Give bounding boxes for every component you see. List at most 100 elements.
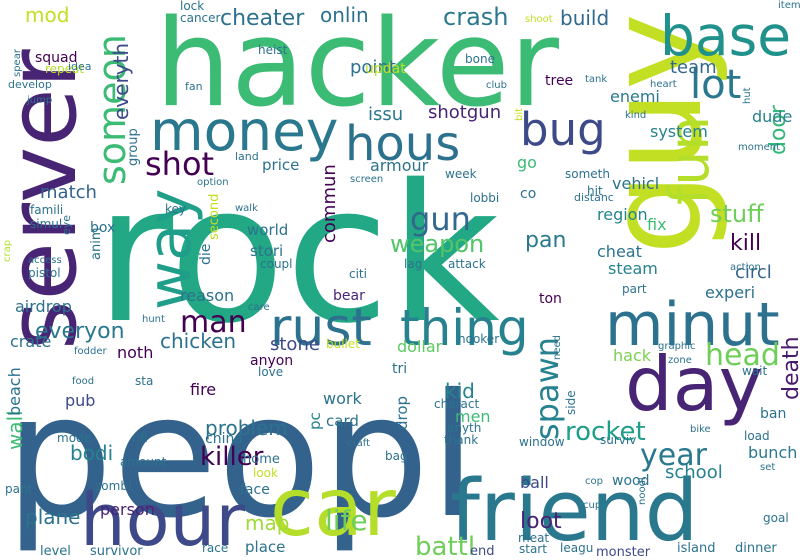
word-rock: rock (95, 144, 500, 365)
word-chicken: chicken (160, 329, 236, 353)
word-part: part (622, 282, 647, 296)
word-beach: beach (5, 367, 24, 416)
word-head: head (705, 338, 780, 373)
word-cup: cup (583, 500, 601, 511)
word-charact: charact (434, 397, 479, 411)
word-loot: loot (520, 509, 562, 534)
word-wall: wall (3, 410, 27, 450)
word-amount: amount (120, 455, 167, 469)
word-plane: plane (25, 505, 81, 529)
word-enemi: enemi (610, 87, 660, 106)
word-die: die (198, 244, 214, 265)
word-window: window (519, 435, 565, 449)
word-screen: screen (350, 174, 383, 185)
word-pub: pub (65, 391, 95, 410)
word-mod: mod (25, 3, 69, 27)
word-someon: someon (90, 34, 134, 185)
word-cancer: cancer (180, 11, 221, 25)
word-ball: ball (520, 473, 549, 492)
word-moment: moment (738, 142, 780, 153)
word-place: place (245, 538, 285, 556)
word-year: year (640, 438, 708, 473)
word-jump: jump (26, 95, 52, 106)
word-idea: idea (68, 60, 92, 73)
word-dinner: dinner (735, 541, 777, 556)
word-drop: drop (393, 396, 411, 430)
word-walk: walk (235, 203, 258, 214)
word-bodi: bodi (70, 441, 113, 465)
word-money: money (150, 99, 338, 163)
word-second: second (207, 194, 222, 240)
word-side: side (564, 390, 578, 415)
word-race: race (202, 541, 228, 555)
word-heart: heart (650, 79, 677, 90)
word-love: love (258, 365, 283, 379)
word-lock: lock (180, 0, 204, 13)
word-distanc: distanc (574, 191, 614, 204)
word-heist: heist (258, 43, 288, 57)
word-man: man (180, 305, 247, 340)
word-crate: crate (10, 332, 51, 351)
word-craft: craft (347, 438, 370, 449)
word-hut: hut (742, 87, 753, 104)
word-work: work (323, 389, 362, 408)
word-car: car (270, 461, 396, 554)
word-kind: kind (625, 110, 646, 121)
word-citi: citi (349, 267, 367, 281)
word-load: load (744, 429, 770, 443)
word-leagu: leagu (560, 541, 593, 555)
word-shoot: shoot (525, 14, 553, 25)
word-level: level (40, 544, 71, 559)
word-look: look (253, 466, 278, 480)
word-onlin: onlin (320, 3, 369, 27)
word-spear: spear (12, 48, 23, 77)
word-sta: sta (135, 374, 153, 388)
word-eye: eye (60, 215, 73, 235)
word-graphic: graphic (658, 341, 696, 352)
word-zombi: zombi (95, 479, 131, 493)
word-gun: gun (410, 200, 471, 238)
word-shot: shot (145, 145, 214, 183)
word-airdrop: airdrop (15, 297, 72, 316)
word-stuff: stuff (710, 200, 764, 228)
word-fodder: fodder (74, 346, 107, 357)
word-thing: thing (400, 299, 529, 357)
word-rifl: rifl (132, 431, 148, 445)
word-cop: cop (585, 476, 603, 487)
word-attack: attack (448, 257, 486, 271)
word-tri: tri (392, 361, 407, 377)
word-hack: hack (613, 346, 652, 365)
word-coupl: coupl (260, 257, 293, 271)
word-someth: someth (565, 167, 610, 181)
word-need: need (552, 335, 563, 360)
word-fun: fun (657, 116, 721, 205)
word-killer: killer (200, 442, 264, 472)
word-ban: ban (760, 406, 786, 422)
word-hour: hour (80, 478, 245, 560)
word-pc: pc (306, 412, 324, 430)
word-lag: lag (404, 257, 422, 271)
word-crash: crash (443, 3, 508, 31)
word-land: land (235, 150, 259, 163)
word-repeat: repeat (45, 62, 84, 76)
word-bug: bug (520, 103, 606, 156)
word-hous: hous (345, 116, 460, 172)
word-death: death (779, 336, 800, 400)
word-start: start (519, 542, 547, 556)
word-monster: monster (596, 545, 651, 560)
word-stone: stone (270, 334, 320, 355)
word-battl: battl (415, 532, 475, 560)
word-ton: ton (539, 291, 562, 307)
word-tank: tank (585, 74, 607, 85)
word-anim: anim (89, 228, 104, 260)
word-guy: guy (579, 13, 731, 255)
word-day: day (625, 340, 763, 428)
word-shotgun: shotgun (428, 102, 501, 123)
word-care: care (248, 302, 270, 313)
word-stori: stori (250, 242, 283, 260)
word-option: option (197, 177, 229, 188)
word-noodl: noodl (637, 477, 648, 505)
word-kid: kid (445, 379, 475, 403)
